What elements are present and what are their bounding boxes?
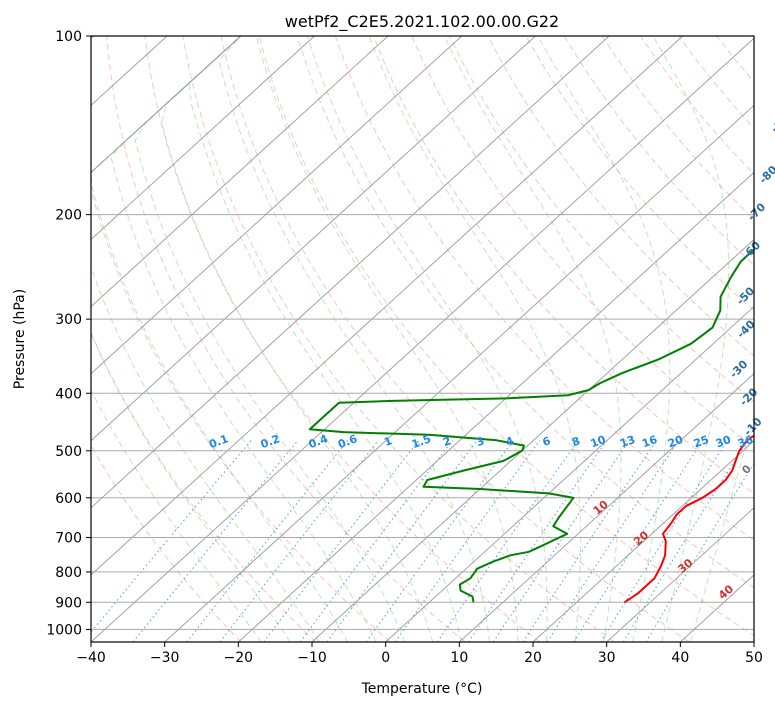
isotherm-label: -90 xyxy=(768,112,775,135)
moist-adiabat-line xyxy=(188,36,462,642)
dry-adiabat-line xyxy=(296,36,754,589)
moist-adiabat-line xyxy=(91,36,262,642)
y-tick-label: 300 xyxy=(55,312,82,328)
dry-adiabat-line xyxy=(449,36,754,403)
y-axis-label: Pressure (hPa) xyxy=(12,289,28,389)
plot-frame xyxy=(90,35,755,643)
background-lines xyxy=(91,36,754,642)
mixing-ratio-line xyxy=(299,439,453,642)
mixing-ratio-label: 4 xyxy=(504,434,516,449)
mixing-ratio-line xyxy=(622,440,749,642)
isotherm-line xyxy=(91,37,754,642)
isotherm-line xyxy=(532,440,754,642)
mixing-ratio-label: 1 xyxy=(382,434,394,449)
y-tick-label: 900 xyxy=(55,595,82,611)
profile-line xyxy=(623,434,754,604)
dry-adiabat-line xyxy=(487,36,754,357)
moist-adiabat-line xyxy=(690,413,754,642)
mixing-ratio-label: 0.6 xyxy=(336,432,359,451)
x-tick-label: 50 xyxy=(745,650,763,666)
mixing-ratio-line xyxy=(645,462,754,642)
moist-adiabat-line xyxy=(537,36,671,642)
y-tick-label: 600 xyxy=(55,491,82,507)
isotherm-line xyxy=(459,373,754,642)
axis-ticks: −40 −30 −20 −10 0 10 20 30 40 5010020030040050060… xyxy=(46,29,763,666)
x-tick-label: 20 xyxy=(524,650,542,666)
isotherm-line xyxy=(164,104,754,642)
mixing-ratio-label: 16 xyxy=(640,433,659,451)
dry-adiabat-line xyxy=(411,36,754,448)
moist-adiabat-line xyxy=(161,36,434,642)
y-tick-label: 200 xyxy=(55,208,82,224)
mixing-ratio-label: 2 xyxy=(441,434,453,449)
x-tick-label: −40 xyxy=(76,650,106,666)
y-tick-label: 700 xyxy=(55,531,82,547)
mixing-ratio-label: 25 xyxy=(692,433,711,450)
profile-line xyxy=(308,248,754,603)
dry-adiabat-line xyxy=(525,36,754,312)
moist-adiabat-line xyxy=(91,36,291,642)
x-tick-label: −20 xyxy=(224,650,254,666)
moist-adiabat-line xyxy=(91,36,320,642)
y-tick-label: 800 xyxy=(55,565,82,581)
moist-adiabat-line xyxy=(134,36,405,642)
mixing-ratio-label: 0.2 xyxy=(259,432,282,451)
moist-adiabat-line xyxy=(306,36,548,642)
mixing-ratio-line xyxy=(186,439,349,642)
isotherm-line xyxy=(91,36,463,375)
mixing-ratio-label: 10 xyxy=(589,433,608,451)
mixing-ratio-label: 8 xyxy=(570,434,582,449)
moist-adiabat-line xyxy=(652,36,730,642)
mixing-ratio-line xyxy=(522,440,658,642)
isotherm-line xyxy=(385,305,754,642)
isotherm-line xyxy=(91,36,684,576)
mixing-ratio-line xyxy=(394,440,541,642)
isotherm-line xyxy=(91,36,536,442)
dry-adiabat-line xyxy=(373,36,754,495)
mixing-ratio-line xyxy=(546,440,680,642)
x-tick-label: 30 xyxy=(598,650,616,666)
isotherm-line xyxy=(606,507,754,642)
dry-adiabat-line xyxy=(91,187,391,642)
mixing-ratio-label: 20 xyxy=(666,433,685,451)
isotherm-line xyxy=(311,238,754,642)
x-tick-label: 0 xyxy=(381,650,390,666)
x-tick-label: 40 xyxy=(671,650,689,666)
isotherm-line xyxy=(238,171,754,642)
isotherm-line xyxy=(91,36,610,509)
moist-adiabat-line xyxy=(443,36,622,642)
mixing-ratio-label: 0.4 xyxy=(307,432,330,451)
isotherm-label: -80 xyxy=(757,163,775,186)
moist-adiabat-line xyxy=(110,36,377,642)
isotherm-line xyxy=(91,36,315,241)
dry-adiabat-line xyxy=(144,36,541,642)
y-tick-label: 100 xyxy=(55,29,82,45)
mixing-ratio-label: 6 xyxy=(541,434,553,449)
moist-adiabat-line xyxy=(368,36,582,642)
x-tick-label: −10 xyxy=(297,650,327,666)
mixing-ratio-line xyxy=(600,440,728,642)
series-layer xyxy=(308,248,754,604)
mixing-ratio-label: 0.1 xyxy=(207,432,230,451)
x-tick-label: −30 xyxy=(150,650,180,666)
mixing-ratio-label: 13 xyxy=(618,433,637,450)
isotherm-line xyxy=(91,36,389,308)
isotherm-line xyxy=(91,36,242,174)
y-tick-label: 1000 xyxy=(46,622,82,638)
y-tick-label: 500 xyxy=(55,444,82,460)
chart-title: wetPf2_C2E5.2021.102.00.00.G22 xyxy=(285,12,559,32)
mixing-ratio-line xyxy=(91,439,252,633)
mixing-ratio-label: 1.5 xyxy=(410,432,433,451)
mixing-ratio-label: 30 xyxy=(714,433,733,451)
mixing-ratio-label: 3 xyxy=(474,434,486,449)
dry-adiabat-line xyxy=(334,36,754,541)
moist-adiabat-line xyxy=(255,36,519,642)
x-tick-label: 10 xyxy=(450,650,468,666)
dry-adiabat-line xyxy=(258,36,754,637)
mixing-ratio-label: 36 xyxy=(736,433,755,451)
y-tick-label: 400 xyxy=(55,386,82,402)
dry-adiabat-line xyxy=(106,36,466,642)
x-axis-label: Temperature (°C) xyxy=(361,681,483,697)
